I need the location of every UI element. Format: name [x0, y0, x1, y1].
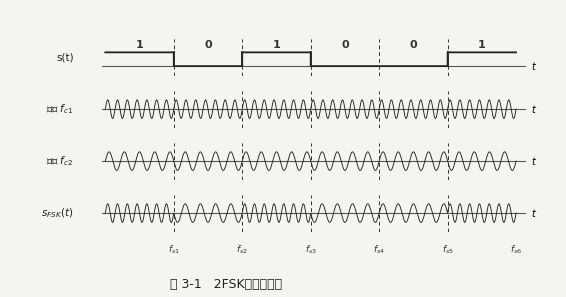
Text: $f_{s4}$: $f_{s4}$ — [373, 244, 385, 256]
Text: $t$: $t$ — [531, 207, 537, 219]
Text: 0: 0 — [204, 40, 212, 50]
Text: 1: 1 — [478, 40, 486, 50]
Text: 载波 $f_{c2}$: 载波 $f_{c2}$ — [46, 154, 74, 168]
Text: 1: 1 — [273, 40, 280, 50]
Text: $t$: $t$ — [531, 155, 537, 167]
Text: 载波 $f_{c1}$: 载波 $f_{c1}$ — [46, 102, 74, 116]
Text: $f_{s1}$: $f_{s1}$ — [168, 244, 180, 256]
Text: 1: 1 — [136, 40, 143, 50]
Text: $f_{s6}$: $f_{s6}$ — [510, 244, 522, 256]
Text: 0: 0 — [410, 40, 417, 50]
Text: 0: 0 — [341, 40, 349, 50]
Text: 图 3-1   2FSK信号的波形: 图 3-1 2FSK信号的波形 — [170, 278, 282, 291]
Text: $t$: $t$ — [531, 103, 537, 115]
Text: $f_{s2}$: $f_{s2}$ — [237, 244, 248, 256]
Text: $f_{s5}$: $f_{s5}$ — [441, 244, 453, 256]
Text: s(t): s(t) — [56, 52, 74, 62]
Text: $f_{s3}$: $f_{s3}$ — [305, 244, 316, 256]
Text: $t$: $t$ — [531, 60, 537, 72]
Text: $s_{FSK}(t)$: $s_{FSK}(t)$ — [41, 206, 74, 220]
